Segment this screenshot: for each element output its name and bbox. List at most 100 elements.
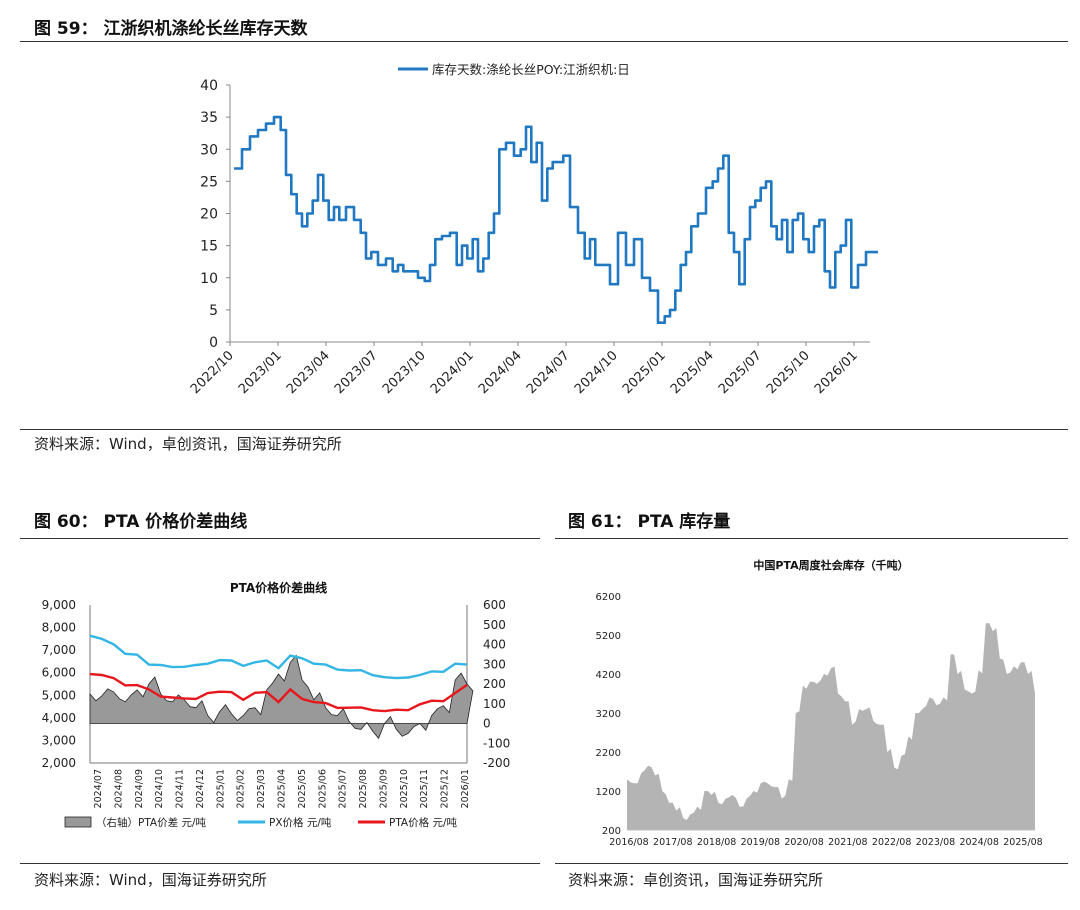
- fig60-legend-label-spread: （右轴）PTA价差 元/吨: [96, 816, 206, 829]
- fig60-x-tick-label: 2024/11: [175, 769, 186, 808]
- fig61-y-tick-label: 4200: [596, 670, 621, 681]
- fig61-top-rule: [555, 538, 1068, 539]
- fig60-x-tick-label: 2024/07: [93, 769, 104, 808]
- fig59-x-tick-label: 2022/10: [188, 348, 237, 397]
- fig60-right-tick-label: -100: [483, 736, 510, 750]
- fig60-legend-label-pta: PTA价格 元/吨: [389, 816, 457, 829]
- fig61-x-tick-label: 2020/08: [784, 837, 823, 848]
- fig59-y-tick-label: 30: [200, 142, 218, 158]
- fig60-chart: PTA价格价差曲线 2,000 3,000 4,000 5,000 6,000 7,000 8…: [42, 580, 511, 829]
- fig59-y-tick-label: 0: [209, 335, 218, 351]
- fig61-y-tick-label: 6200: [596, 592, 621, 603]
- fig59-title: 图 59： 江浙织机涤纶长丝库存天数: [34, 19, 308, 39]
- fig61-x-tick-label: 2023/08: [916, 837, 955, 848]
- fig60-right-tick-label: 300: [483, 657, 506, 671]
- fig60-right-tick-label: 600: [483, 598, 506, 612]
- fig61-x-tick-label: 2022/08: [872, 837, 911, 848]
- fig60-x-tick-label: 2026/01: [460, 769, 471, 808]
- fig61-x-tick-label: 2021/08: [828, 837, 867, 848]
- fig59-x-tick-label: 2024/04: [476, 348, 525, 397]
- fig59-x-tick-label: 2025/01: [620, 348, 669, 397]
- fig61-bottom-rule: [555, 863, 1068, 864]
- fig59-x-tick-label: 2025/10: [764, 348, 813, 397]
- fig59-bottom-rule: [20, 429, 1068, 430]
- fig60-right-tick-label: 0: [483, 717, 491, 731]
- fig59-y-tick-label: 25: [200, 174, 218, 190]
- fig61-y-tick-label: 5200: [596, 631, 621, 642]
- fig61-chart: 中国PTA周度社会库存（千吨） 200 1200 2200 3200 4200 5200 62…: [596, 558, 1043, 848]
- fig60-right-tick-label: 400: [483, 638, 506, 652]
- fig59-x-tick-label: 2024/07: [524, 348, 573, 397]
- fig60-x-tick-label: 2025/09: [378, 769, 389, 808]
- fig59-y-tick-label: 10: [200, 271, 218, 287]
- fig61-chart-title: 中国PTA周度社会库存（千吨）: [753, 558, 908, 572]
- fig61-y-tick-label: 3200: [596, 709, 621, 720]
- fig61-x-tick-label: 2024/08: [959, 837, 998, 848]
- fig60-source: 资料来源：Wind，国海证券研究所: [34, 871, 267, 889]
- fig59-y-tick-label: 35: [200, 110, 218, 126]
- fig60-x-tick-label: 2024/12: [195, 769, 206, 808]
- fig60-left-tick-label: 4,000: [42, 711, 76, 725]
- fig59-x-tick-label: 2023/10: [380, 348, 429, 397]
- fig61-x-tick-label: 2019/08: [741, 837, 780, 848]
- fig60-x-tick-label: 2025/07: [338, 769, 349, 808]
- fig60-top-rule: [20, 538, 540, 539]
- fig60-chart-title: PTA价格价差曲线: [230, 580, 327, 595]
- fig60-left-tick-label: 6,000: [42, 666, 76, 680]
- fig60-legend-label-px: PX价格 元/吨: [269, 816, 332, 829]
- fig59-y-tick-label: 20: [200, 207, 218, 223]
- fig61-y-tick-label: 200: [602, 826, 621, 837]
- fig59-y-tick-label: 40: [200, 78, 218, 94]
- fig60-x-tick-label: 2025/01: [215, 769, 226, 808]
- fig60-right-tick-label: 200: [483, 677, 506, 691]
- fig60-x-tick-label: 2025/03: [256, 769, 267, 808]
- fig59-x-tick-label: 2025/04: [668, 348, 717, 397]
- fig61-x-tick-label: 2025/08: [1003, 837, 1042, 848]
- fig60-x-tick-label: 2025/02: [236, 769, 247, 808]
- fig59-x-tick-label: 2026/01: [812, 348, 861, 397]
- fig60-left-tick-label: 3,000: [42, 733, 76, 747]
- fig60-x-tick-label: 2025/12: [440, 769, 451, 808]
- fig59-source: 资料来源：Wind，卓创资讯，国海证券研究所: [34, 435, 342, 453]
- fig60-left-tick-label: 5,000: [42, 688, 76, 702]
- fig60-x-tick-label: 2025/08: [358, 769, 369, 808]
- fig61-title: 图 61： PTA 库存量: [568, 512, 731, 532]
- fig59-x-tick-label: 2023/04: [284, 348, 333, 397]
- fig59-legend-label: 库存天数:涤纶长丝POY:江浙织机:日: [432, 62, 630, 77]
- fig60-x-tick-label: 2025/11: [419, 769, 430, 808]
- fig60-right-tick-label: 500: [483, 618, 506, 632]
- fig60-left-tick-label: 9,000: [42, 598, 76, 612]
- fig60-left-tick-label: 7,000: [42, 643, 76, 657]
- fig60-px-line: [89, 634, 468, 680]
- fig60-x-tick-label: 2025/06: [317, 769, 328, 808]
- fig61-source: 资料来源：卓创资讯，国海证券研究所: [568, 871, 824, 889]
- fig60-x-tick-label: 2025/10: [399, 769, 410, 808]
- fig61-y-tick-label: 2200: [596, 748, 621, 759]
- fig60-x-tick-label: 2024/08: [113, 769, 124, 808]
- fig59-y-tick-label: 15: [200, 239, 218, 255]
- fig60-x-tick-label: 2024/10: [154, 769, 165, 808]
- fig60-pta-line: [89, 672, 468, 713]
- fig59-x-tick-label: 2024/01: [428, 348, 477, 397]
- fig61-x-tick-label: 2016/08: [609, 837, 648, 848]
- fig60-x-tick-label: 2024/09: [134, 769, 145, 808]
- fig60-x-tick-label: 2025/05: [297, 769, 308, 808]
- fig59-x-tick-label: 2023/01: [236, 348, 285, 397]
- fig61-x-tick-label: 2018/08: [697, 837, 736, 848]
- fig61-x-tick-label: 2017/08: [653, 837, 692, 848]
- fig61-inventory-area: [627, 623, 1035, 830]
- fig59-top-rule: [20, 41, 1068, 42]
- fig59-x-tick-label: 2024/10: [572, 348, 621, 397]
- fig60-spread-area: [89, 654, 474, 740]
- fig59-y-tick-label: 5: [209, 303, 218, 319]
- fig60-right-tick-label: 100: [483, 697, 506, 711]
- fig60-title: 图 60： PTA 价格价差曲线: [34, 512, 248, 532]
- fig59-x-tick-label: 2023/07: [332, 348, 381, 397]
- fig60-legend-swatch-spread: [64, 816, 92, 828]
- fig61-y-tick-label: 1200: [596, 787, 621, 798]
- fig59-series-line: [234, 115, 878, 324]
- fig59-x-tick-label: 2025/07: [716, 348, 765, 397]
- fig60-x-tick-label: 2025/04: [277, 769, 288, 808]
- fig60-bottom-rule: [20, 863, 540, 864]
